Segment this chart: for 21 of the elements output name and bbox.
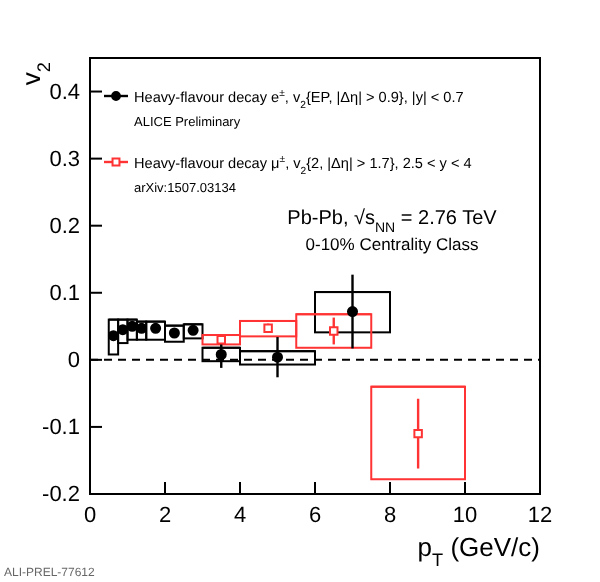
- x-tick-label: 2: [158, 503, 172, 528]
- y-tick-label: 0.3: [49, 147, 80, 172]
- y-tick-label: -0.1: [42, 415, 80, 440]
- y-tick-label: 0.1: [49, 281, 80, 306]
- x-tick-label: 6: [308, 503, 322, 528]
- x-tick-label: 8: [383, 503, 397, 528]
- point: [271, 351, 284, 363]
- y-tick-label: 0.4: [49, 80, 80, 105]
- point: [346, 306, 359, 318]
- x-tick-label: 12: [527, 503, 553, 528]
- x-tick-label: 0: [83, 503, 97, 528]
- y-tick-label: -0.2: [42, 483, 80, 508]
- y-tick-label: 0.2: [49, 214, 80, 239]
- annotation: 0-10% Centrality Class: [305, 234, 479, 254]
- annotation: Pb-Pb, √s$_{NN}$ = 2.76 TeV: [287, 208, 498, 235]
- y-tick-label: 0: [67, 348, 80, 373]
- x-tick-label: 10: [452, 503, 478, 528]
- point: [413, 428, 423, 439]
- x-axis-title: p$_{T}$ (GeV/c): [417, 532, 540, 570]
- point: [329, 326, 339, 336]
- x-tick-label: 4: [233, 503, 247, 528]
